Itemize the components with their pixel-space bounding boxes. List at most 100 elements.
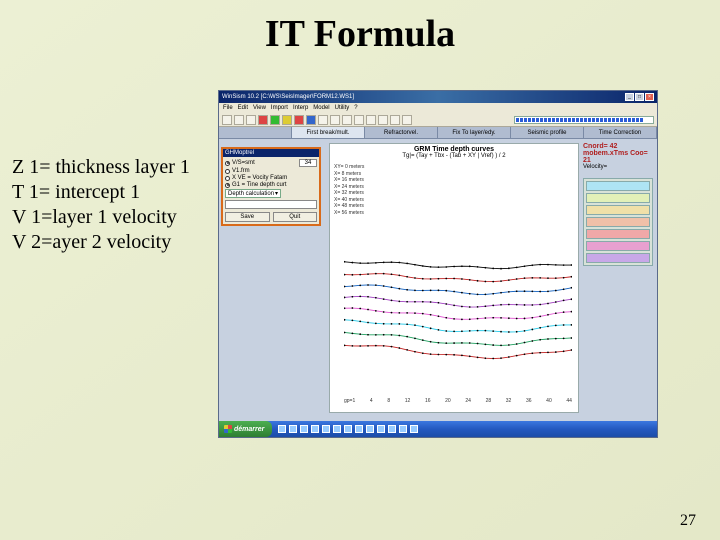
menu-item[interactable]: Model — [313, 105, 329, 111]
x-tick: 4 — [370, 398, 373, 404]
tool-button[interactable] — [378, 115, 388, 125]
tool-button[interactable] — [354, 115, 364, 125]
tool-button[interactable] — [258, 115, 268, 125]
list-box[interactable] — [225, 200, 317, 209]
tool-button[interactable] — [402, 115, 412, 125]
tool-button[interactable] — [222, 115, 232, 125]
velocity-band[interactable] — [586, 217, 650, 227]
x-tick: 24 — [465, 398, 471, 404]
dialog-header: GHMoptrel — [223, 149, 319, 157]
tab[interactable]: First break/mult. — [292, 127, 365, 138]
tool-button[interactable] — [246, 115, 256, 125]
grm-dialog[interactable]: GHMoptrel V/S=smt 34 V1.frm X VE = Vocit… — [221, 147, 321, 226]
velocity-band[interactable] — [586, 229, 650, 239]
tray-icon[interactable] — [399, 425, 407, 433]
x-tick: 44 — [566, 398, 572, 404]
x-axis: gp=148121620242832364044 — [344, 398, 572, 404]
chart-subtitle: Tg|= (Tay + Tbx - (Tab + XY | Vref) ) / … — [330, 153, 578, 159]
toolbar — [219, 113, 657, 127]
right-panel: Cnord= 42 mobem.xTms Coo= 21 Velocity= — [583, 143, 653, 266]
tab[interactable]: Fix To layer/edy. — [438, 127, 511, 138]
menubar: File Edit View Import Interp Model Utili… — [219, 103, 657, 113]
save-button[interactable]: Save — [225, 212, 270, 222]
combo-value: Depth calculation — [228, 191, 274, 197]
radio-icon[interactable] — [225, 183, 230, 188]
tool-button[interactable] — [366, 115, 376, 125]
tabbar: First break/mult. Refractorvel. Fix To l… — [219, 127, 657, 139]
menu-item[interactable]: ? — [354, 105, 357, 111]
combo-box[interactable]: Depth calculation▾ — [225, 189, 281, 198]
tool-button[interactable] — [390, 115, 400, 125]
legend-row: XY= 0 meters — [334, 164, 364, 171]
x-tick: 32 — [506, 398, 512, 404]
menu-item[interactable]: File — [223, 105, 233, 111]
radio-label: G1 = Tine depth curt — [232, 182, 287, 188]
tray-icon[interactable] — [333, 425, 341, 433]
tool-button[interactable] — [342, 115, 352, 125]
x-tick: 8 — [387, 398, 390, 404]
tray-icon[interactable] — [366, 425, 374, 433]
velocity-bands — [583, 178, 653, 266]
tool-button[interactable] — [306, 115, 316, 125]
velocity-band[interactable] — [586, 181, 650, 191]
tray-icon[interactable] — [322, 425, 330, 433]
tab[interactable]: Time Correction — [584, 127, 657, 138]
tool-button[interactable] — [294, 115, 304, 125]
legend-line: Z 1= thickness layer 1 — [12, 155, 190, 180]
tray-icon[interactable] — [289, 425, 297, 433]
velocity-label: Velocity= — [583, 164, 653, 170]
velocity-band[interactable] — [586, 253, 650, 263]
menu-item[interactable]: Edit — [238, 105, 248, 111]
spin-input[interactable]: 34 — [299, 159, 317, 167]
radio-label: V/S=smt — [232, 160, 255, 166]
chart-legend: XY= 0 metersX= 8 metersX= 16 metersX= 24… — [334, 164, 364, 216]
tool-button[interactable] — [330, 115, 340, 125]
minimize-button[interactable]: _ — [625, 93, 634, 101]
close-button[interactable]: × — [645, 93, 654, 101]
menu-item[interactable]: View — [253, 105, 266, 111]
x-tick: 40 — [546, 398, 552, 404]
radio-icon[interactable] — [225, 161, 230, 166]
tool-button[interactable] — [318, 115, 328, 125]
chart-plot — [344, 244, 572, 390]
x-tick: 20 — [445, 398, 451, 404]
menu-item[interactable]: Utility — [335, 105, 350, 111]
tray-icon[interactable] — [388, 425, 396, 433]
tray-icon[interactable] — [410, 425, 418, 433]
maximize-button[interactable]: □ — [635, 93, 644, 101]
tab[interactable]: Refractorvel. — [365, 127, 438, 138]
app-window: WinSism 10.2 [C:\WS\SeisImager\FORM12.WS… — [218, 90, 658, 438]
windows-icon — [224, 425, 232, 433]
progress-bar — [514, 116, 654, 124]
tool-button[interactable] — [234, 115, 244, 125]
formula-legend: Z 1= thickness layer 1 T 1= intercept 1 … — [12, 155, 190, 255]
x-tick: 16 — [425, 398, 431, 404]
tray-icon[interactable] — [344, 425, 352, 433]
tray-icon[interactable] — [300, 425, 308, 433]
window-title: WinSism 10.2 [C:\WS\SeisImager\FORM12.WS… — [222, 94, 354, 100]
tray-icon[interactable] — [355, 425, 363, 433]
menu-item[interactable]: Interp — [293, 105, 308, 111]
radio-label: V1.frm — [232, 168, 250, 174]
chart-panel: GRM Time depth curves Tg|= (Tay + Tbx - … — [329, 143, 579, 413]
coord-readout: Cnord= 42 mobem.xTms Coo= 21 — [583, 143, 653, 164]
legend-row: X= 48 meters — [334, 203, 364, 210]
x-tick: 12 — [405, 398, 411, 404]
tab[interactable] — [219, 127, 292, 138]
menu-item[interactable]: Import — [271, 105, 288, 111]
velocity-band[interactable] — [586, 205, 650, 215]
tool-button[interactable] — [270, 115, 280, 125]
tool-button[interactable] — [282, 115, 292, 125]
radio-icon[interactable] — [225, 169, 230, 174]
start-label: démarrer — [234, 426, 264, 433]
tab[interactable]: Seismic profile — [511, 127, 584, 138]
velocity-band[interactable] — [586, 241, 650, 251]
tray-icon[interactable] — [377, 425, 385, 433]
tray-icon[interactable] — [311, 425, 319, 433]
tray-icon[interactable] — [278, 425, 286, 433]
velocity-band[interactable] — [586, 193, 650, 203]
radio-icon[interactable] — [225, 176, 230, 181]
start-button[interactable]: démarrer — [219, 421, 272, 437]
radio-label: X VE = Vocity Fatam — [232, 175, 287, 181]
quit-button[interactable]: Quit — [273, 212, 318, 222]
